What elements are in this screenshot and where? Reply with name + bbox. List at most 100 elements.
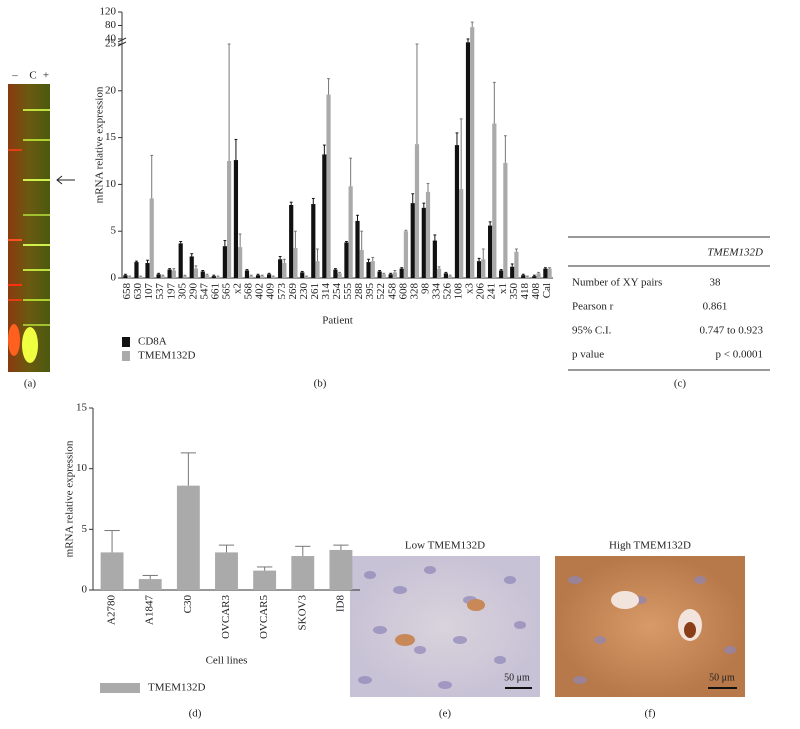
bar [278,259,283,278]
bar [138,579,162,590]
table-header: TMEM132D [707,247,763,259]
bar [293,248,298,278]
y-axis-label: mRNA relative expression [64,440,76,557]
x-tick-label: 458 [386,283,398,300]
lane-label: – [11,70,18,82]
x-tick-label: 261 [309,283,321,300]
bar [182,276,187,278]
scale-bar-label: 50 μm [504,672,530,683]
bar [443,273,449,278]
x-tick-label: ID8 [334,595,346,613]
bar [448,276,453,278]
bar [123,275,128,278]
table-cell: p < 0.0001 [716,349,763,361]
bar [392,272,397,278]
bar [253,570,277,590]
y-tick-label: 120 [100,6,117,18]
bar [344,242,349,278]
panel-label: (f) [645,708,656,720]
bar [178,243,183,278]
x-tick-label: 630 [132,283,144,300]
panel-label: (e) [439,708,452,720]
legend-label: CD8A [138,336,167,348]
bar [204,275,210,278]
x-tick-label: 573 [276,283,288,300]
bar [291,556,315,590]
micrograph-title: Low TMEM132D [405,540,485,552]
legend-swatch [122,351,130,361]
legend-label: TMEM132D [148,682,206,694]
legend-swatch [100,683,140,693]
x-tick-label: 288 [353,283,365,300]
bar [134,262,139,278]
bar [311,204,316,278]
axis-break [117,37,127,43]
y-tick-label: 10 [105,178,117,190]
x-tick-label: 305 [176,283,188,300]
y-axis-label: mRNA relative expression [94,86,106,203]
bar [326,94,331,278]
bar [244,270,250,278]
x-axis-label: Cell lines [206,655,248,667]
bar [337,273,342,278]
bar [127,277,132,278]
bar [215,552,238,590]
bar [355,220,360,278]
bar [403,231,409,278]
y-tick-label: 10 [76,462,88,474]
bar [470,27,475,278]
y-tick-label: 0 [82,584,88,596]
x-tick-label: 409 [265,283,277,300]
bar [476,261,482,278]
y-tick-label: 80 [105,19,117,31]
gel [8,84,50,372]
x-tick-label: x3 [464,283,476,295]
y-tick-label: 20 [105,84,117,96]
bar [381,274,386,278]
bar [211,276,216,278]
y-tick-label: 0 [111,272,117,284]
bar [514,251,519,278]
bar [525,277,530,278]
bar [536,273,541,278]
bar [322,154,327,278]
x-tick-label: 241 [486,283,498,300]
bar [492,123,497,278]
x-tick-label: 608 [397,283,409,300]
bar [421,207,426,278]
x-tick-label: 402 [254,283,266,300]
micrograph [350,556,540,697]
bar [436,268,442,278]
bar [222,246,227,278]
bar [410,203,415,278]
bar [271,277,276,278]
bar [266,274,272,278]
x-tick-label: OVCAR5 [258,595,270,640]
y-tick-label: 5 [82,523,88,535]
bar [167,269,172,278]
x-tick-label: 197 [165,283,177,300]
bar [510,266,515,278]
x-tick-label: 108 [453,283,465,300]
bar [432,240,437,278]
bar [370,261,375,278]
x-tick-label: A2780 [106,595,118,625]
bar [359,249,364,278]
bar [226,161,232,278]
x-tick-label: x2 [232,283,244,294]
y-tick-label: 5 [111,225,117,237]
bar [488,225,493,278]
table-cell: Number of XY pairs [572,277,662,289]
table: TMEM132D Number of XY pairs 38 Pearson r… [568,236,770,371]
bar [315,261,320,278]
bar [289,204,294,278]
bar [304,277,309,278]
bar [138,277,143,278]
x-tick-label: 350 [508,283,520,300]
x-tick-label: 314 [320,283,332,300]
bar [215,277,221,278]
x-tick-label: 230 [298,283,310,300]
x-tick-label: 418 [519,283,531,300]
bar [100,552,124,590]
